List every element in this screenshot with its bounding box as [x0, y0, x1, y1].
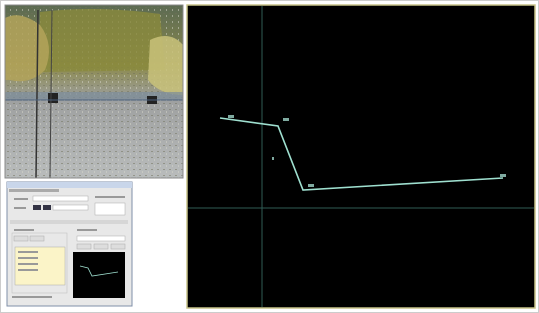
screenshot	[0, 0, 539, 313]
trace-view	[187, 5, 535, 308]
image-view	[5, 5, 183, 178]
dialog	[7, 182, 132, 306]
